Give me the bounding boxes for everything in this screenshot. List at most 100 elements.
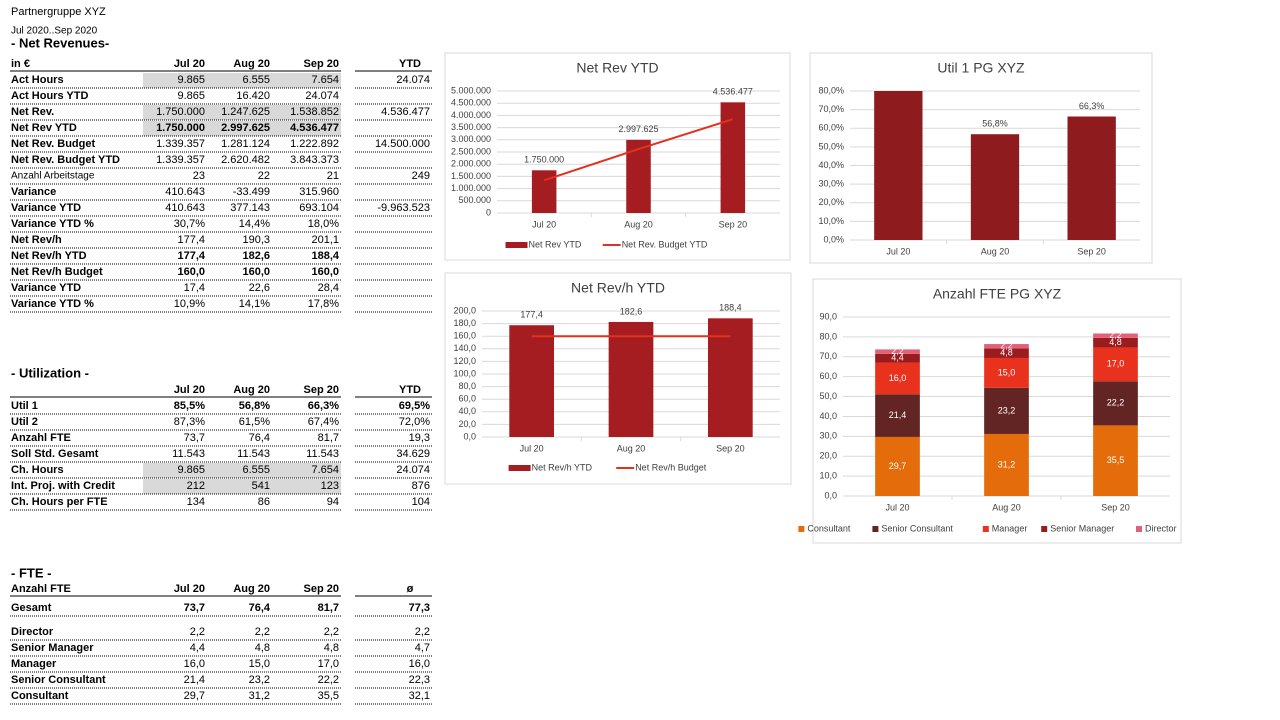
cell: 188,4 [311, 250, 339, 262]
cell: 4,8 [255, 642, 270, 654]
y-tick-label: 5.000.000 [451, 85, 491, 95]
data-label: 31,2 [998, 459, 1016, 469]
cell: 22,2 [318, 674, 339, 686]
cell-total: 24.074 [396, 464, 430, 476]
bar [1067, 116, 1116, 240]
column-header: Aug 20 [233, 583, 270, 595]
column-header: Aug 20 [233, 58, 270, 70]
legend-swatch [508, 465, 531, 471]
cell: 76,4 [249, 602, 271, 614]
x-tick-label: Aug 20 [624, 219, 653, 229]
cell-total: 69,5% [399, 400, 430, 412]
bar [984, 433, 1029, 496]
cell-total: 16,0 [409, 658, 430, 670]
row-label: Net Rev. Budget [11, 138, 95, 150]
y-tick-label: 80,0% [818, 85, 844, 95]
cell: 410.643 [165, 186, 205, 198]
cell: 73,7 [184, 432, 205, 444]
data-label: 4,4 [891, 353, 904, 363]
data-label: 1.750.000 [524, 155, 564, 165]
legend-label: Senior Manager [1050, 523, 1114, 533]
cell: 9.865 [177, 74, 205, 86]
cell: 11.543 [172, 448, 205, 460]
y-tick-label: 3.000.000 [451, 134, 491, 144]
cell: 31,2 [249, 690, 270, 702]
row-label: Variance YTD % [11, 218, 94, 230]
x-tick-label: Aug 20 [981, 246, 1010, 256]
data-label: 182,6 [620, 306, 643, 316]
x-tick-label: Sep 20 [1077, 246, 1106, 256]
y-tick-label: 90,0 [819, 311, 837, 321]
bar [1093, 337, 1138, 348]
column-header: Aug 20 [233, 384, 270, 396]
y-tick-label: 70,0% [818, 104, 844, 114]
cell: 212 [187, 480, 205, 492]
row-label: Variance YTD [11, 202, 81, 214]
row-label: Senior Manager [11, 642, 94, 654]
y-tick-label: 0,0 [463, 431, 476, 441]
cell: 160,0 [311, 266, 339, 278]
cell: 1.339.357 [156, 138, 205, 150]
period: Jul 2020..Sep 2020 [11, 26, 98, 37]
column-header: YTD [399, 384, 421, 396]
cell: 67,4% [308, 416, 339, 428]
y-tick-label: 100,0 [453, 368, 476, 378]
cell: 2,2 [324, 626, 339, 638]
legend-label: Manager [992, 523, 1028, 533]
row-label: Senior Consultant [11, 674, 106, 686]
legend-swatch [1136, 526, 1142, 532]
cell-total: 2,2 [415, 626, 430, 638]
column-header: ø [407, 583, 414, 595]
bar [1093, 333, 1138, 338]
bar [875, 394, 920, 437]
cell: 6.555 [242, 74, 270, 86]
x-tick-label: Jul 20 [886, 246, 910, 256]
y-tick-label: 50,0 [819, 391, 837, 401]
data-label: 17,0 [1107, 359, 1125, 369]
x-tick-label: Sep 20 [719, 219, 748, 229]
y-tick-label: 500.000 [458, 195, 491, 205]
line-series [543, 118, 734, 182]
bar [875, 349, 920, 354]
cell-total: 4.536.477 [381, 106, 430, 118]
y-tick-label: 50,0% [818, 141, 844, 151]
cell: 4,4 [190, 642, 205, 654]
table-title: - FTE - [11, 565, 51, 580]
x-tick-label: Aug 20 [992, 502, 1021, 512]
cell-total: -9.963.523 [377, 202, 430, 214]
cell-total: 72,0% [399, 416, 430, 428]
cell: 2.997.625 [221, 122, 270, 134]
cell: 2,2 [255, 626, 270, 638]
cell: 61,5% [239, 416, 270, 428]
column-header: YTD [399, 58, 421, 70]
chart-title: Util 1 PG XYZ [937, 60, 1025, 76]
y-tick-label: 30,0% [818, 179, 844, 189]
cell: 66,3% [308, 400, 339, 412]
bar [970, 134, 1020, 240]
y-tick-label: 4.500.000 [451, 98, 491, 108]
legend-swatch [505, 242, 528, 248]
y-tick-label: 2.000.000 [451, 159, 491, 169]
data-label: 22,2 [1107, 398, 1125, 408]
bar [509, 325, 555, 437]
cell: 1.750.000 [156, 122, 205, 134]
cell: 16.420 [236, 90, 270, 102]
table-title: - Net Revenues- [11, 35, 109, 50]
y-tick-label: 20,0 [819, 451, 837, 461]
data-label: 2,2 [1109, 330, 1122, 340]
cell: 16,0 [184, 658, 205, 670]
plot [509, 318, 753, 437]
column-header: in € [11, 58, 30, 70]
data-label: 4,8 [1000, 348, 1013, 358]
y-tick-label: 80,0 [458, 381, 476, 391]
cell: 4,8 [324, 642, 339, 654]
cell-total: 14.500.000 [375, 138, 430, 150]
bar [875, 436, 920, 496]
row-label: Manager [11, 658, 57, 670]
cell: 22,6 [249, 282, 270, 294]
y-tick-label: 20,0% [818, 197, 844, 207]
cell: 86 [258, 496, 270, 508]
cell: 11.543 [237, 448, 270, 460]
data-label: 35,5 [1107, 455, 1125, 465]
